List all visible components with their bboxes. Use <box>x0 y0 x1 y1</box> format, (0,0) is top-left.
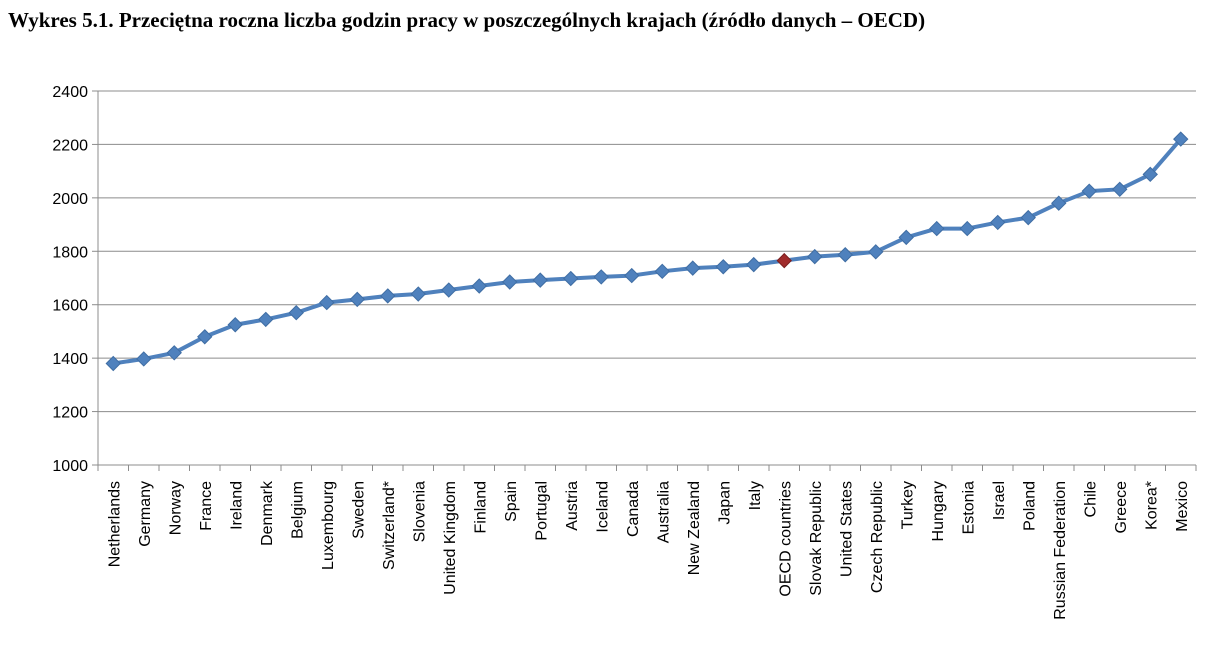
data-point-germany <box>136 351 152 367</box>
data-point-canada <box>624 267 640 284</box>
data-point-spain <box>502 274 518 290</box>
x-tick-label: Hungary <box>930 481 947 541</box>
x-tick-label: Ireland <box>228 481 245 530</box>
data-point-hungary <box>929 220 945 237</box>
data-point-estonia <box>959 220 975 237</box>
data-point-portugal <box>532 272 548 288</box>
data-point-turkey <box>898 229 914 246</box>
data-point-austria <box>563 270 579 287</box>
data-point-czech-republic <box>868 244 884 260</box>
data-point-france <box>197 329 213 345</box>
x-tick-label: Czech Republic <box>869 481 886 593</box>
data-point-slovak-republic <box>807 248 823 265</box>
data-point-norway <box>166 345 182 361</box>
x-tick-label: Sweden <box>350 481 367 539</box>
x-tick-label: Chile <box>1082 481 1099 518</box>
y-tick-label: 2000 <box>52 191 88 208</box>
x-tick-label: Korea* <box>1143 481 1160 530</box>
y-tick-label: 1200 <box>52 405 88 422</box>
x-tick-label: Mexico <box>1174 481 1191 532</box>
x-tick-label: Spain <box>503 481 520 522</box>
x-tick-label: New Zealand <box>686 481 703 575</box>
data-point-slovenia <box>410 286 426 302</box>
x-tick-label: Luxembourg <box>320 481 337 570</box>
x-tick-label: Netherlands <box>106 481 123 567</box>
y-tick-label: 1400 <box>52 351 88 368</box>
axes <box>92 90 1197 471</box>
x-tick-label: Belgium <box>289 481 306 539</box>
gridlines <box>98 90 1196 466</box>
y-tick-label: 1600 <box>52 298 88 315</box>
series <box>105 131 1189 372</box>
x-tick-label: Japan <box>716 481 733 525</box>
x-tick-label: United States <box>838 481 855 577</box>
x-tick-label: Iceland <box>594 481 611 533</box>
x-tick-label: Finland <box>472 481 489 533</box>
data-point-ireland <box>227 317 243 333</box>
y-tick-label: 1800 <box>52 244 88 261</box>
x-tick-label: Turkey <box>899 481 916 529</box>
x-tick-label: Australia <box>655 481 672 543</box>
data-point-australia <box>654 263 670 280</box>
data-point-united-states <box>837 247 853 263</box>
x-tick-label: Israel <box>991 481 1008 520</box>
y-tick-labels: 1000 1200 1400 1600 1800 2000 2200 2400 <box>52 84 88 475</box>
data-point-netherlands <box>105 355 121 372</box>
data-point-greece <box>1112 181 1128 198</box>
data-point-mexico <box>1173 131 1189 147</box>
x-tick-label: Russian Federation <box>1052 481 1069 620</box>
data-point-italy <box>746 256 762 273</box>
data-point-oecd-countries <box>776 252 792 269</box>
chart-title: Wykres 5.1. Przeciętna roczna liczba god… <box>8 8 926 32</box>
data-point-belgium <box>288 305 304 321</box>
data-point-new-zealand <box>685 260 701 276</box>
y-tick-label: 1000 <box>52 458 88 475</box>
x-tick-label: Germany <box>137 481 154 547</box>
data-point-united-kingdom <box>441 282 457 298</box>
data-point-luxembourg <box>319 294 335 311</box>
x-tick-label: Slovak Republic <box>808 481 825 596</box>
x-tick-label: Greece <box>1113 481 1130 534</box>
data-point-israel <box>990 214 1006 231</box>
data-point-chile <box>1081 183 1097 199</box>
data-point-finland <box>471 278 487 294</box>
data-point-switzerland <box>380 288 396 304</box>
x-tick-label: United Kingdom <box>442 481 459 595</box>
x-tick-label: Switzerland* <box>381 481 398 570</box>
x-tick-label: Poland <box>1021 481 1038 531</box>
data-point-iceland <box>593 269 609 285</box>
x-tick-label: Slovenia <box>411 481 428 542</box>
data-point-japan <box>715 259 731 275</box>
data-point-poland <box>1020 209 1036 226</box>
x-tick-label: Denmark <box>259 480 276 546</box>
x-tick-label: Canada <box>625 481 642 537</box>
y-tick-label: 2400 <box>52 84 88 101</box>
data-point-korea <box>1142 166 1158 183</box>
x-tick-label: Norway <box>167 481 184 535</box>
x-tick-label: France <box>198 481 215 531</box>
data-point-russian-federation <box>1051 195 1067 211</box>
x-tick-labels: Netherlands Germany Norway France Ireland Den… <box>106 480 1191 620</box>
x-tick-label: Estonia <box>960 481 977 534</box>
x-tick-label: Italy <box>747 481 764 510</box>
data-point-denmark <box>258 311 274 328</box>
y-tick-label: 2200 <box>52 137 88 154</box>
data-point-sweden <box>349 291 365 308</box>
x-tick-label: OECD countries <box>777 481 794 597</box>
x-tick-label: Austria <box>564 481 581 531</box>
x-tick-label: Portugal <box>533 481 550 541</box>
